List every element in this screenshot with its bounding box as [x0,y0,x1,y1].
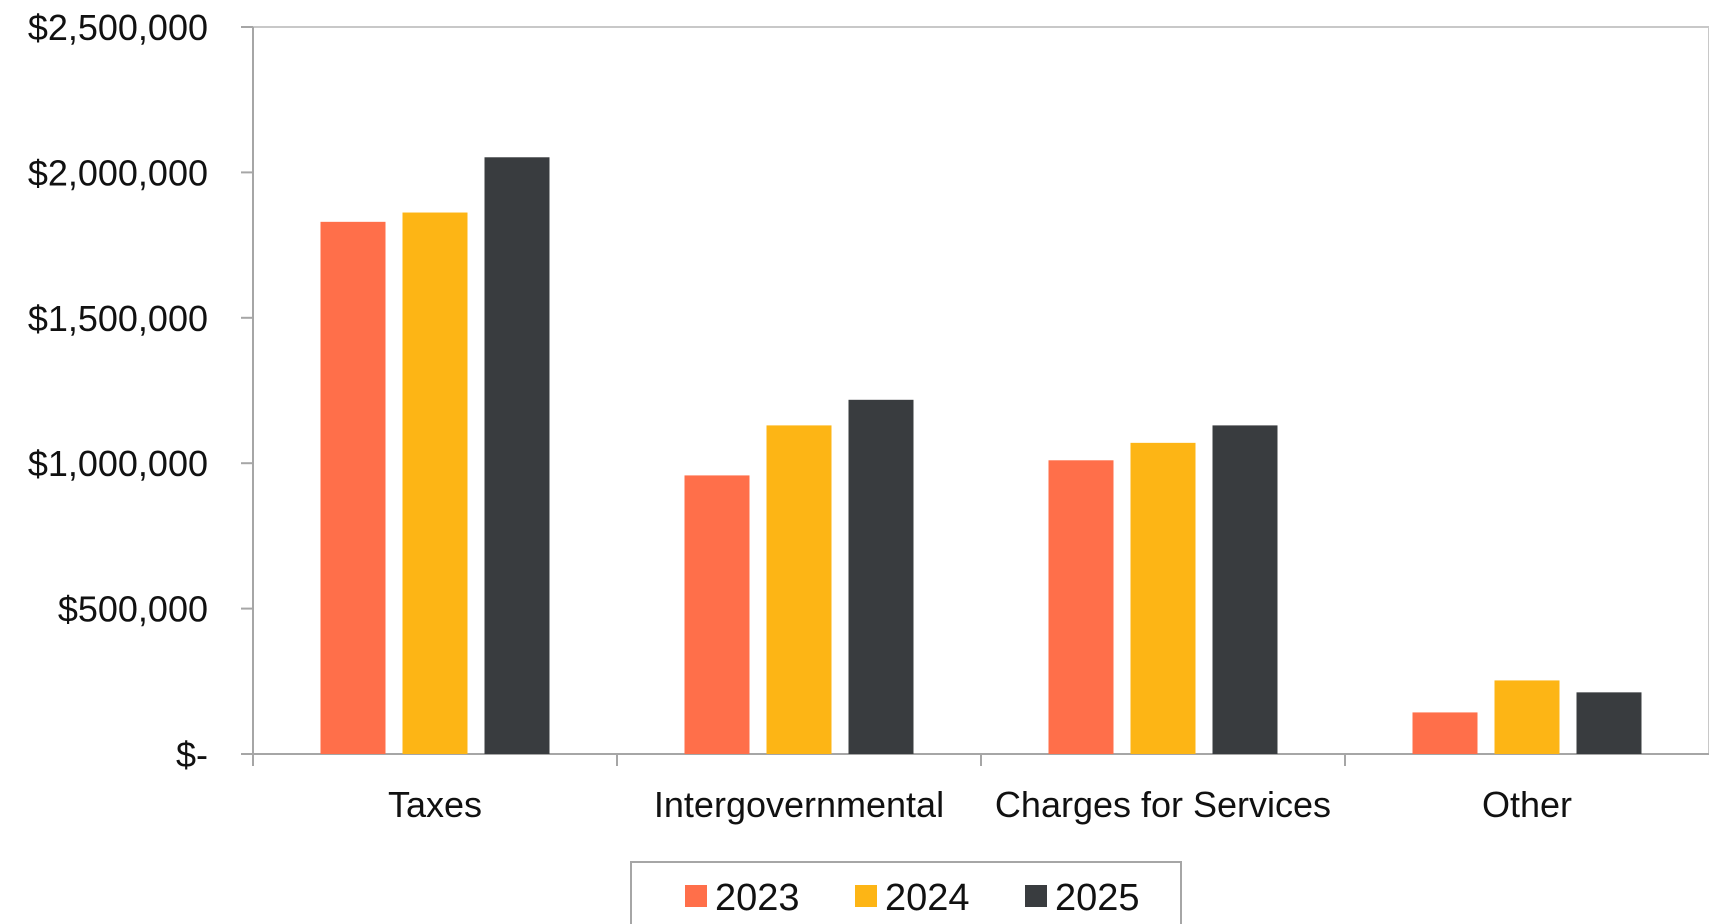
legend-label-2023: 2023 [715,877,800,919]
bar-2024-intergovernmental [766,425,832,754]
bar-2025-taxes [484,157,550,755]
chart-plot-frame [252,26,1709,755]
bars [320,157,1642,755]
legend-box [630,861,1182,924]
x-category-label: Other [1482,784,1572,825]
y-axis: $- $500,000 $1,000,000 $1,500,000 $2,000,000… [28,7,254,775]
y-tick-label: $1,500,000 [28,298,208,339]
bar-2023-intergovernmental [684,475,750,754]
legend-swatch-2025 [1025,885,1047,907]
bar-2023-charges-for-services [1048,460,1114,754]
y-tick-label: $- [176,734,208,775]
bar-2024-other [1494,680,1560,754]
x-axis: Taxes Intergovernmental Charges for Servic… [253,753,1709,825]
bar-2023-taxes [320,221,386,754]
y-tick-label: $1,000,000 [28,443,208,484]
x-category-label: Intergovernmental [654,784,944,825]
legend-label-2024: 2024 [885,877,970,919]
x-category-label: Charges for Services [995,784,1331,825]
bar-2024-charges-for-services [1130,442,1196,754]
legend: 2023 2024 2025 [630,861,1182,924]
bar-2025-other [1576,692,1642,754]
legend-label-2025: 2025 [1055,877,1140,919]
y-tick-label: $2,000,000 [28,152,208,193]
y-tick-label: $2,500,000 [28,7,208,48]
bar-2025-intergovernmental [848,399,914,754]
bar-2024-taxes [402,212,468,754]
x-category-label: Taxes [388,784,482,825]
bar-2025-charges-for-services [1212,425,1278,754]
legend-swatch-2023 [685,885,707,907]
bar-2023-other [1412,712,1478,754]
y-tick-label: $500,000 [58,589,208,630]
legend-swatch-2024 [855,885,877,907]
